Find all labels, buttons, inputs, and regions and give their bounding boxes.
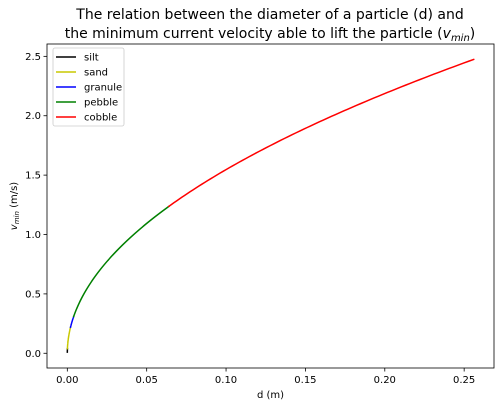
ticks-layer: 0.00 0.05 0.10 0.15 0.20 0.25 0.0 0.5 1.0 1.5 2.0 2… [25, 52, 475, 386]
chart-title-line1: The relation between the diameter of a p… [75, 7, 463, 23]
y-tick-label: 0.0 [25, 349, 41, 360]
chart-title-line2: the minimum current velocity able to lif… [65, 26, 476, 44]
y-tick-label: 1.0 [25, 230, 41, 241]
x-tick-label: 0.10 [215, 375, 237, 386]
x-tick-label: 0.15 [294, 375, 316, 386]
series-line-cobble [167, 58, 475, 208]
x-tick-label: 0.25 [453, 375, 475, 386]
y-tick-label: 0.5 [25, 289, 41, 300]
legend-label-silt: silt [84, 53, 99, 64]
series-line-pebble [72, 205, 170, 318]
legend-label-cobble: cobble [84, 113, 117, 124]
y-tick-label: 2.5 [25, 52, 41, 63]
x-tick-label: 0.00 [56, 375, 78, 386]
y-tick-label: 1.5 [25, 171, 41, 182]
legend: silt sand granule pebble cobble [52, 47, 125, 127]
legend-label-granule: granule [84, 83, 122, 94]
legend-box [52, 47, 125, 127]
x-axis-label: d (m) [257, 390, 284, 401]
x-tick-label: 0.20 [374, 375, 396, 386]
x-tick-label: 0.05 [136, 375, 158, 386]
plot-frame [46, 43, 495, 369]
y-axis-label: vmin (m/s) [9, 182, 21, 231]
series-layer [66, 58, 475, 353]
y-tick-label: 2.0 [25, 111, 41, 122]
series-line-granule [69, 315, 75, 329]
legend-label-sand: sand [84, 68, 108, 79]
series-line-sand [66, 326, 72, 350]
legend-label-pebble: pebble [84, 98, 118, 109]
